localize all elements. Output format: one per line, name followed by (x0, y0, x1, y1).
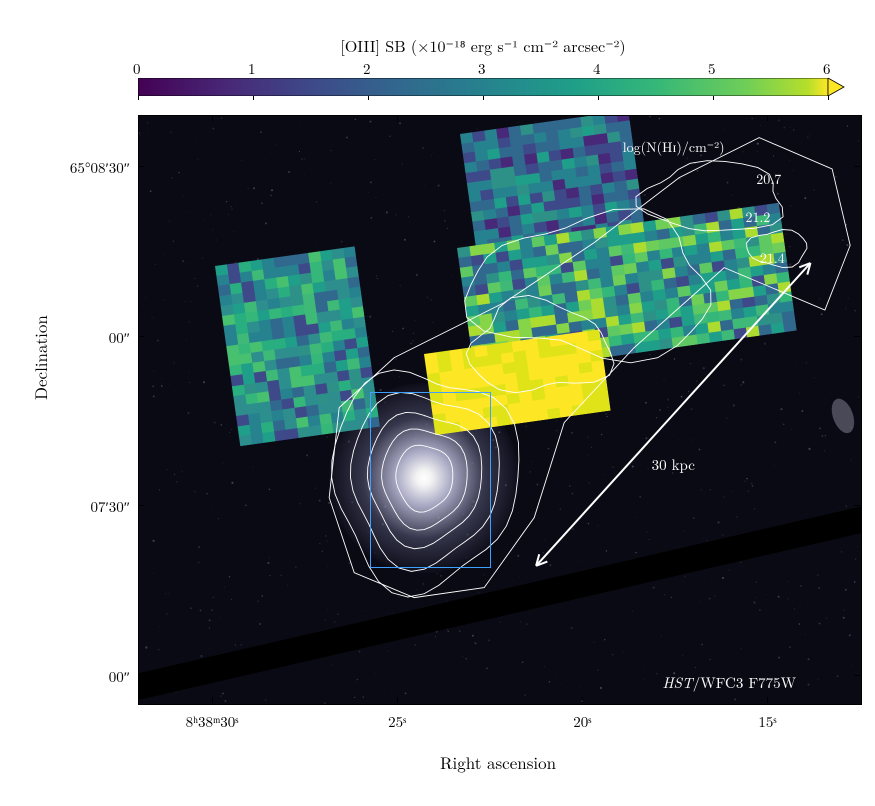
contour-label: 21.2 (745, 207, 770, 227)
contour-label: log(N(Hɪ)/cm⁻²) (623, 137, 725, 157)
ytick-label: 65°08′30″ (70, 157, 130, 178)
credit-suffix: /WFC3 F775W (693, 672, 796, 693)
figure: [OIII] SB (×10⁻¹⁸ erg s⁻¹ cm⁻² arcsec⁻²)… (20, 20, 875, 786)
cbar-tick: 5 (708, 58, 716, 79)
credit-prefix: HST (662, 672, 692, 693)
xlabel: Right ascension (440, 750, 556, 774)
contour-label: 21.4 (760, 248, 785, 268)
colorbar-label: [OIII] SB (×10⁻¹⁸ erg s⁻¹ cm⁻² arcsec⁻²) (138, 34, 828, 57)
instrument-credit: HST/WFC3 F775W (662, 672, 796, 693)
cbar-tick: 1 (248, 58, 256, 79)
ylabel: Declination (28, 315, 52, 400)
xtick-label: 25ˢ (367, 711, 427, 732)
colorbar (138, 78, 846, 96)
xtick-label: 8ʰ38ᵐ30ˢ (182, 711, 242, 732)
cbar-tick: 6 (823, 58, 831, 79)
cbar-tick: 4 (593, 58, 601, 79)
xtick-label: 20ˢ (552, 711, 612, 732)
ytick-label: 00″ (109, 327, 130, 348)
cbar-label-prefix: [O (340, 34, 357, 57)
scale-label: 30 kpc (652, 454, 695, 475)
cbar-label-small: III (357, 34, 375, 57)
ytick-label: 00″ (109, 666, 130, 687)
cbar-tick: 3 (478, 58, 486, 79)
cbar-tick: 2 (363, 58, 371, 79)
scale-arrow (139, 116, 861, 704)
cbar-label-suffix: ] SB (×10⁻¹⁸ erg s⁻¹ cm⁻² arcsec⁻²) (376, 34, 626, 57)
contour-label: 20.7 (756, 169, 781, 189)
cbar-tick: 0 (133, 58, 141, 79)
ytick-label: 07′30″ (90, 496, 130, 517)
plot-area: log(N(Hɪ)/cm⁻²) 20.7 21.2 21.4 30 kpc HST/W… (138, 115, 862, 705)
xtick-label: 15ˢ (737, 711, 797, 732)
